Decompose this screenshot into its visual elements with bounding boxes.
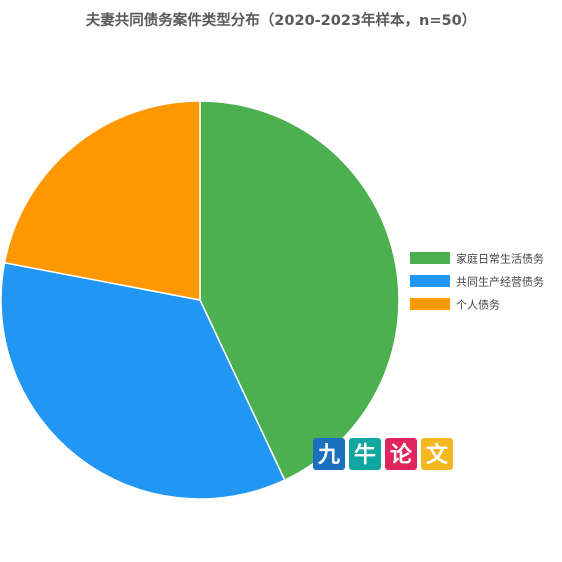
- watermark-logo: 九牛论文: [313, 438, 453, 470]
- watermark-char-3: 论: [390, 442, 413, 468]
- legend-swatch-1: [410, 252, 450, 264]
- chart-title: 夫妻共同债务案件类型分布（2020-2023年样本，n=50）: [86, 11, 476, 29]
- watermark-tile-1: [313, 438, 345, 470]
- legend-label-1: 家庭日常生活债务: [456, 252, 544, 266]
- watermark-tile-3: [385, 438, 417, 470]
- pie-slice-3: [3, 100, 201, 301]
- watermark-tile-2: [349, 438, 381, 470]
- legend-label-2: 共同生产经营债务: [456, 275, 544, 289]
- watermark-tile-4: [421, 438, 453, 470]
- pie-slices: [0, 100, 400, 500]
- pie-slice-1: [199, 100, 400, 482]
- legend-label-3: 个人债务: [456, 298, 500, 312]
- watermark-char-2: 牛: [354, 442, 376, 468]
- watermark-char-1: 九: [317, 443, 340, 468]
- watermark-char-4: 文: [426, 442, 449, 468]
- legend-swatch-3: [410, 298, 450, 310]
- legend-swatch-2: [410, 275, 450, 287]
- pie-slice-2: [0, 261, 286, 500]
